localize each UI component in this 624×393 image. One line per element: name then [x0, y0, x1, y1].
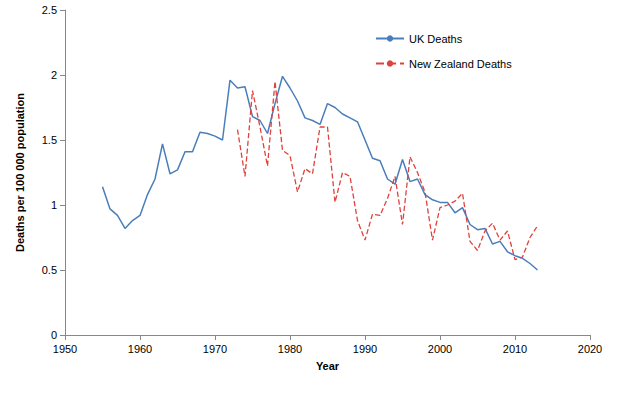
svg-text:1970: 1970 — [203, 343, 227, 355]
svg-text:2010: 2010 — [503, 343, 527, 355]
svg-text:1950: 1950 — [53, 343, 77, 355]
svg-text:1.5: 1.5 — [42, 134, 57, 146]
svg-text:1980: 1980 — [278, 343, 302, 355]
svg-text:Deaths per 100 000 population: Deaths per 100 000 population — [14, 93, 26, 252]
svg-text:2020: 2020 — [578, 343, 602, 355]
svg-text:2.5: 2.5 — [42, 4, 57, 16]
svg-text:1960: 1960 — [128, 343, 152, 355]
svg-text:1: 1 — [51, 199, 57, 211]
svg-text:Year: Year — [316, 360, 340, 372]
svg-text:1990: 1990 — [353, 343, 377, 355]
svg-text:0: 0 — [51, 329, 57, 341]
svg-text:2: 2 — [51, 69, 57, 81]
svg-text:New Zealand Deaths: New Zealand Deaths — [409, 58, 512, 70]
svg-text:0.5: 0.5 — [42, 264, 57, 276]
svg-text:UK Deaths: UK Deaths — [409, 33, 463, 45]
svg-text:2000: 2000 — [428, 343, 452, 355]
